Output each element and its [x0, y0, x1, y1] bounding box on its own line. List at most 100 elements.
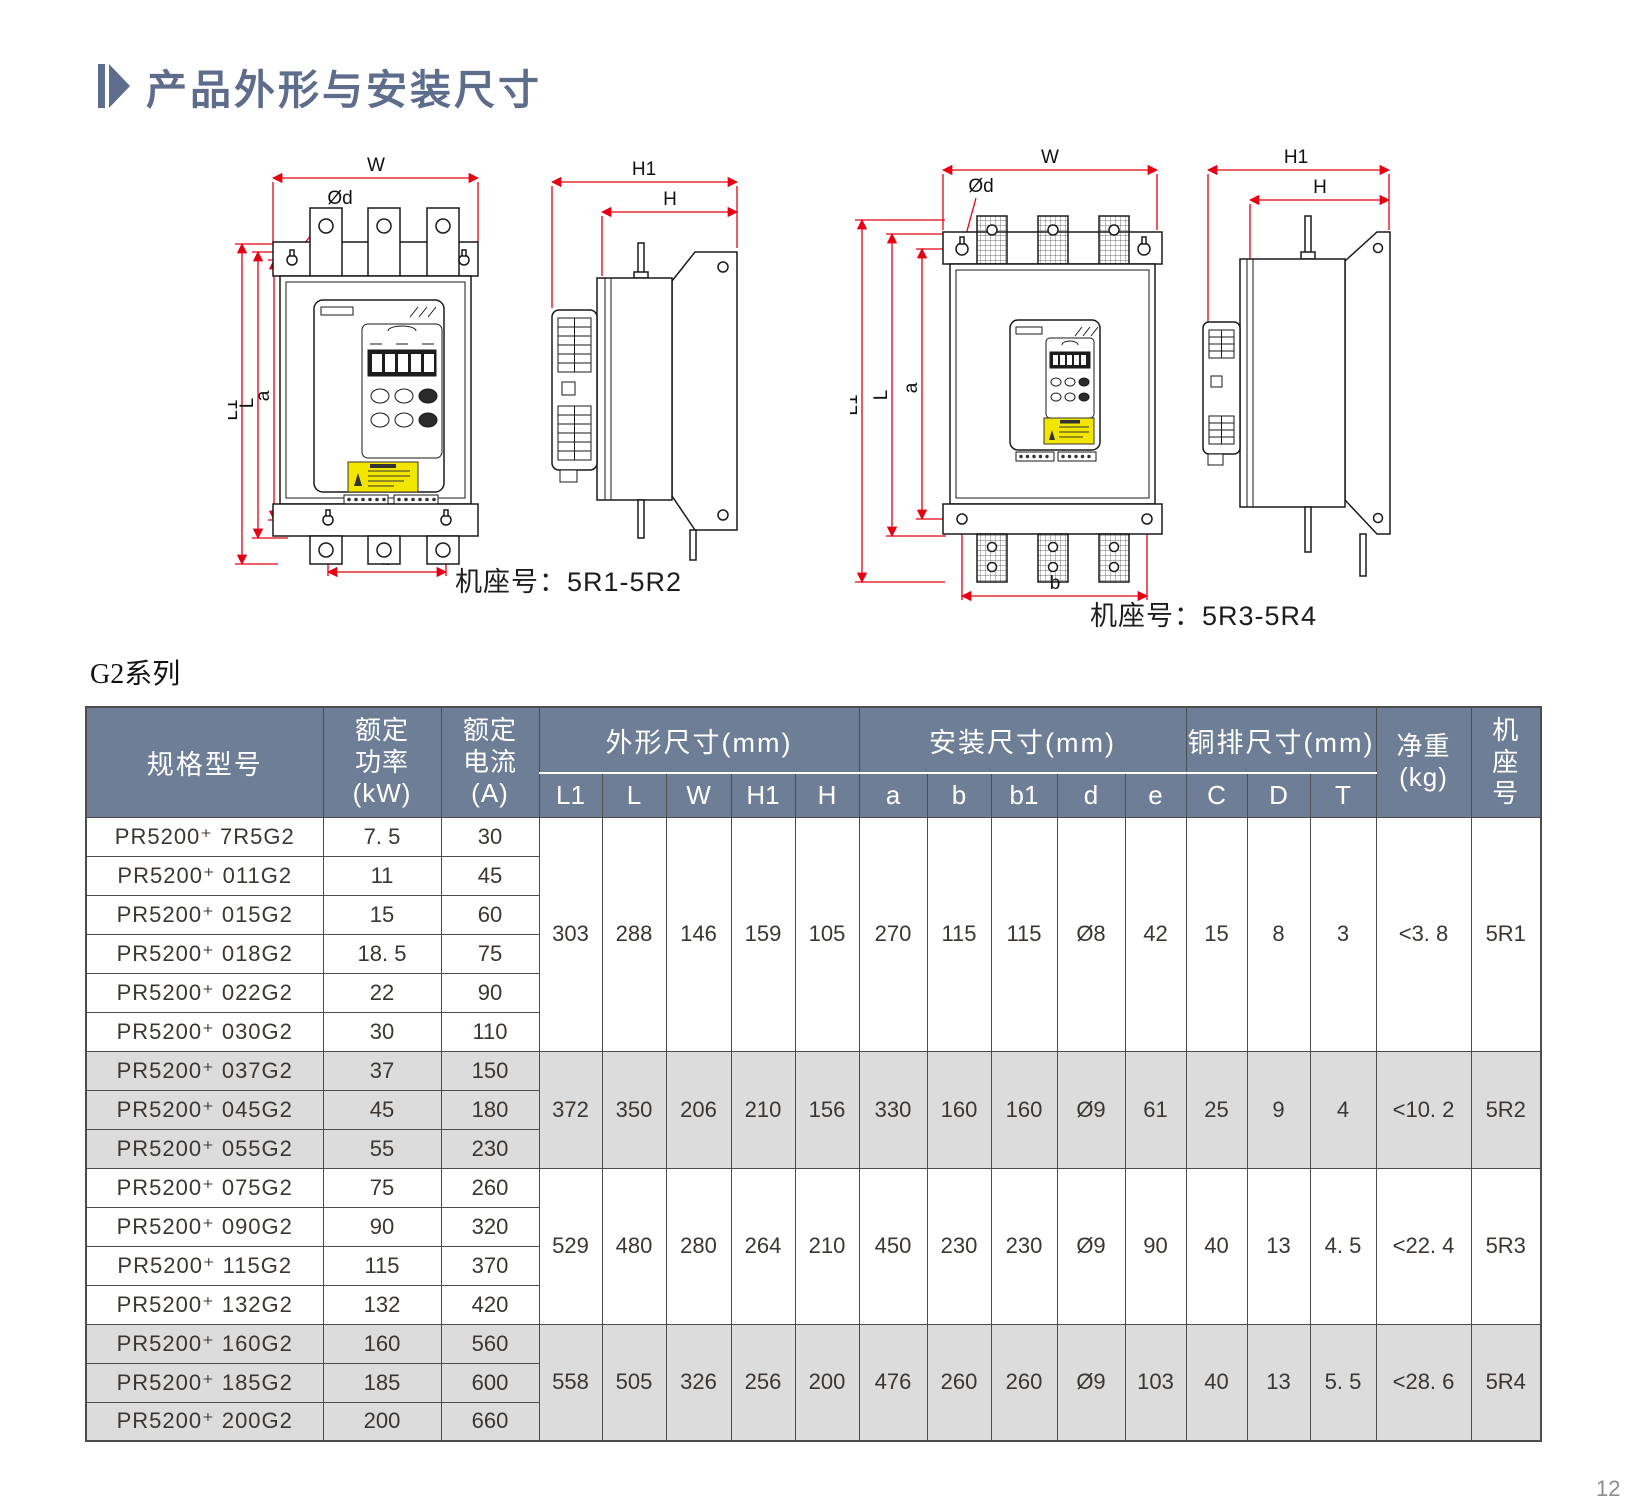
dim-b-cell: 230: [926, 1167, 992, 1325]
frame-cell: 5R1: [1470, 816, 1542, 1052]
busbar-t-cell: 3: [1309, 816, 1377, 1052]
current-cell: 60: [440, 894, 540, 935]
sub-header-l1: L1: [538, 772, 603, 818]
frame-cell: 5R3: [1470, 1167, 1542, 1325]
sub-header-c: C: [1185, 772, 1248, 818]
power-cell: 15: [322, 894, 442, 935]
dim-l1-cell: 303: [538, 816, 603, 1052]
dim-b-cell: 160: [926, 1050, 992, 1169]
current-cell: 180: [440, 1089, 540, 1130]
dim-a-cell: 476: [858, 1323, 928, 1442]
section-title-row: 产品外形与安装尺寸: [98, 56, 542, 116]
dim-label-l: L: [871, 390, 892, 401]
model-cell: PR5200⁺ 7R5G2: [85, 816, 324, 857]
busbar-c-cell: 40: [1185, 1167, 1248, 1325]
table-row: PR5200⁺ 022G2 22 90: [85, 972, 1541, 1013]
col-header-frame: 机 座 号: [1470, 706, 1542, 818]
dim-h1-cell: 264: [730, 1167, 796, 1325]
table-row: PR5200⁺ 055G2 55 230: [85, 1128, 1541, 1169]
model-cell: PR5200⁺ 030G2: [85, 1011, 324, 1052]
table-row: PR5200⁺ 160G2 160 560 558 505 326 256 20…: [85, 1323, 1542, 1442]
dim-label-l1: L1: [850, 394, 862, 415]
sub-header-cd: D: [1246, 772, 1311, 818]
power-cell: 75: [322, 1167, 442, 1208]
table-row: PR5200⁺ 115G2 115 370: [85, 1245, 1541, 1286]
current-cell: 660: [440, 1401, 540, 1442]
power-cell: 200: [322, 1401, 442, 1442]
dim-label-w: W: [1041, 147, 1059, 168]
current-cell: 260: [440, 1167, 540, 1208]
table-row: PR5200⁺ 075G2 75 260 529 480 280 264 210…: [85, 1167, 1542, 1325]
current-cell: 420: [440, 1284, 540, 1325]
dim-l-cell: 505: [601, 1323, 667, 1442]
dim-b1-cell: 230: [990, 1167, 1058, 1325]
table-row: PR5200⁺ 045G2 45 180: [85, 1089, 1541, 1130]
power-cell: 11: [322, 855, 442, 896]
dim-l-cell: 350: [601, 1050, 667, 1169]
weight-cell: <3. 8: [1375, 816, 1472, 1052]
spec-table: 规格型号 额定 功率 (kW) 额定 电流 (A) 外形尺寸(mm) 安装尺寸(…: [85, 706, 1542, 1442]
busbar-d-cell: 13: [1246, 1167, 1311, 1325]
dim-b-cell: 115: [926, 816, 992, 1052]
weight-cell: <22. 4: [1375, 1167, 1472, 1325]
dim-l1-cell: 372: [538, 1050, 603, 1169]
dim-label-h: H: [663, 189, 677, 210]
power-cell: 18. 5: [322, 933, 442, 974]
busbar-c-cell: 25: [1185, 1050, 1248, 1169]
dim-h-cell: 200: [794, 1323, 860, 1442]
col-header-power: 额定 功率 (kW): [322, 706, 442, 818]
table-row: PR5200⁺ 185G2 185 600: [85, 1362, 1541, 1403]
col-group-install: 安装尺寸(mm): [858, 706, 1187, 774]
sub-header-l: L: [601, 772, 667, 818]
table-row: PR5200⁺ 030G2 30 110: [85, 1011, 1541, 1052]
model-cell: PR5200⁺ 160G2: [85, 1323, 324, 1364]
table-row: PR5200⁺ 132G2 132 420: [85, 1284, 1541, 1325]
col-group-outline: 外形尺寸(mm): [538, 706, 860, 774]
dim-h1-cell: 210: [730, 1050, 796, 1169]
sub-header-b1: b1: [990, 772, 1058, 818]
dim-l1-cell: 529: [538, 1167, 603, 1325]
dim-l-cell: 480: [601, 1167, 667, 1325]
current-cell: 45: [440, 855, 540, 896]
dim-b-cell: 260: [926, 1323, 992, 1442]
model-cell: PR5200⁺ 075G2: [85, 1167, 324, 1208]
power-cell: 90: [322, 1206, 442, 1247]
model-cell: PR5200⁺ 045G2: [85, 1089, 324, 1130]
page-number: 12: [1596, 1476, 1621, 1498]
table-row: PR5200⁺ 200G2 200 660: [85, 1401, 1541, 1442]
dim-label-b: b: [1050, 573, 1061, 594]
model-cell: PR5200⁺ 185G2: [85, 1362, 324, 1403]
dim-label-w: W: [367, 155, 385, 176]
sub-header-b: b: [926, 772, 992, 818]
busbar-c-cell: 40: [1185, 1323, 1248, 1442]
dim-w-cell: 206: [665, 1050, 732, 1169]
table-row: PR5200⁺ 015G2 15 60: [85, 894, 1541, 935]
dim-w-cell: 326: [665, 1323, 732, 1442]
model-cell: PR5200⁺ 022G2: [85, 972, 324, 1013]
dim-h-cell: 156: [794, 1050, 860, 1169]
dim-label-l1: L1: [228, 399, 242, 420]
front-view-small-drawing: W Ød L1 L a b: [228, 155, 480, 578]
dim-l-cell: 288: [601, 816, 667, 1052]
power-cell: 185: [322, 1362, 442, 1403]
series-label: G2系列: [90, 659, 181, 690]
side-view-large-drawing: H1 H: [1202, 147, 1391, 577]
table-row: PR5200⁺ 011G2 11 45: [85, 855, 1541, 896]
table-row: PR5200⁺ 037G2 37 150 372 350 206 210 156…: [85, 1050, 1542, 1169]
current-cell: 370: [440, 1245, 540, 1286]
dim-label-h: H: [1313, 177, 1327, 198]
current-cell: 230: [440, 1128, 540, 1169]
current-cell: 320: [440, 1206, 540, 1247]
dim-label-h1: H1: [632, 159, 656, 180]
power-cell: 132: [322, 1284, 442, 1325]
dim-e-cell: 90: [1124, 1167, 1187, 1325]
current-cell: 110: [440, 1011, 540, 1052]
model-cell: PR5200⁺ 037G2: [85, 1050, 324, 1091]
dim-a-cell: 330: [858, 1050, 928, 1169]
power-cell: 55: [322, 1128, 442, 1169]
dim-w-cell: 146: [665, 816, 732, 1052]
current-cell: 30: [440, 816, 540, 857]
dim-b1-cell: 115: [990, 816, 1058, 1052]
dim-label-od: Ød: [968, 176, 993, 197]
sub-header-w: W: [665, 772, 732, 818]
